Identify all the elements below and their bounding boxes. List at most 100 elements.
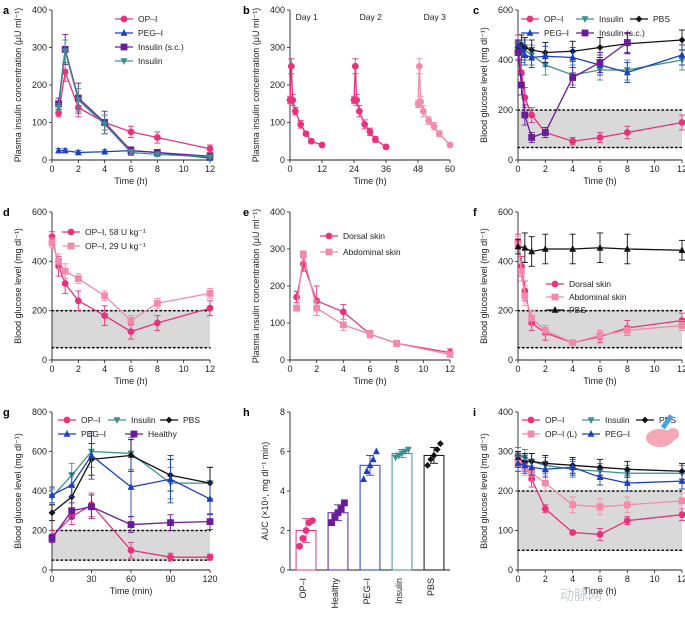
data-point [541,479,549,487]
series-Insulin [55,39,214,161]
y-tick-label: 400 [270,207,285,217]
legend-marker [551,293,559,301]
x-tick-label: 4 [102,164,107,174]
series-OP–I [55,62,214,153]
data-point [48,535,56,542]
legend-marker [120,29,128,36]
data-point [351,62,359,70]
bar-group-Healthy [327,499,349,571]
y-tick-label: 0 [42,355,47,365]
x-tick-label: 8 [625,364,630,374]
series-line [51,503,210,558]
bar-group-PEG–I [359,447,381,571]
legend-marker [526,15,534,23]
data-point [353,96,361,104]
legend-label: Insulin [138,56,163,66]
legend-marker [113,417,121,424]
series-PEG–I [48,431,214,518]
data-point [596,331,604,339]
data-point [289,96,297,104]
x-tick-label: 12 [205,364,215,374]
x-tick-label: 2 [314,364,319,374]
y-tick-label: 400 [32,486,47,496]
data-point [363,467,371,475]
x-tick-label: 12 [677,364,685,374]
data-point [334,509,342,517]
data-point [569,137,577,145]
data-point [127,483,135,490]
x-axis-label: Time (min) [110,586,153,596]
data-point [678,322,685,329]
x-tick-label: 60 [126,574,136,584]
data-point [55,104,62,112]
panel-h: 0 2 4 6 8 AUC (×10⁴, mg dl⁻¹ min) OP–I Healthy P… [260,407,450,609]
x-tick-label: 6 [128,164,133,174]
data-point [528,247,536,255]
y-tick-label: 4 [280,486,285,496]
y-tick-label: 0 [508,565,513,575]
y-tick-label: 300 [32,43,47,53]
panel-label-f: f [473,207,477,219]
data-point [339,321,347,329]
y-tick-label: 100 [498,526,513,536]
data-point [541,245,549,252]
data-point [446,351,454,358]
legend-marker [551,280,559,288]
data-point [678,119,685,126]
series-Day 1 [286,58,326,149]
data-point [678,477,685,484]
legend: OP–I PEG–I Insulin (s.c.) Insulin [115,14,184,66]
data-point [382,143,390,151]
data-point [430,452,438,459]
data-point [514,242,522,250]
data-point [596,473,604,480]
y-tick-label: 200 [498,486,513,496]
y-tick-label: 400 [498,256,513,266]
data-point [437,440,444,447]
day-annotation: Day 3 [424,12,446,22]
data-point [206,154,214,161]
y-tick-label: 600 [498,5,513,15]
legend-label: Abdominal skin [569,292,627,302]
legend-marker [130,430,138,438]
y-tick-label: 300 [270,244,285,254]
x-tick-label: 6 [597,364,602,374]
data-point [313,304,321,312]
bar-group-Insulin [391,446,413,571]
panel-a: 0 100 200 300 400 0 2 4 6 8 10 12 Time (h) Plasma ins… [13,5,215,186]
legend-label: Insulin [599,14,624,24]
legend-marker [526,29,534,36]
data-point [405,446,412,454]
series-Insulin (s.c.) [55,33,214,160]
data-point [74,297,82,305]
legend-label: PEG–I [138,28,163,38]
data-point [302,130,310,138]
legend-label: PEG–I [544,28,569,38]
data-point [74,97,82,104]
data-point [101,121,109,129]
data-point [678,246,685,254]
y-tick-label: 100 [270,318,285,328]
panel-label-g: g [3,407,10,419]
day-annotation: Day 2 [360,12,382,22]
x-tick-label: 48 [413,164,423,174]
data-point [541,505,549,513]
legend-marker [120,58,128,65]
data-point [425,117,433,125]
series-Day 3 [414,58,454,149]
legend-label: OP–I (L) [545,429,577,439]
category-label: OP–I [298,578,308,599]
x-tick-label: 10 [179,164,189,174]
data-point [521,243,529,251]
data-point [419,107,427,115]
x-axis-label: Time (h) [114,176,147,186]
bar [423,454,445,571]
data-point [337,505,345,513]
data-point [623,327,631,334]
x-tick-label: 120 [202,574,217,584]
bar-group-PBS [423,440,445,571]
y-axis-label: Blood glucose level (mg dl⁻¹) [479,228,489,344]
watermark-text: 动脉网 [560,587,602,603]
legend-marker [581,29,589,37]
x-tick-label: 0 [515,164,520,174]
